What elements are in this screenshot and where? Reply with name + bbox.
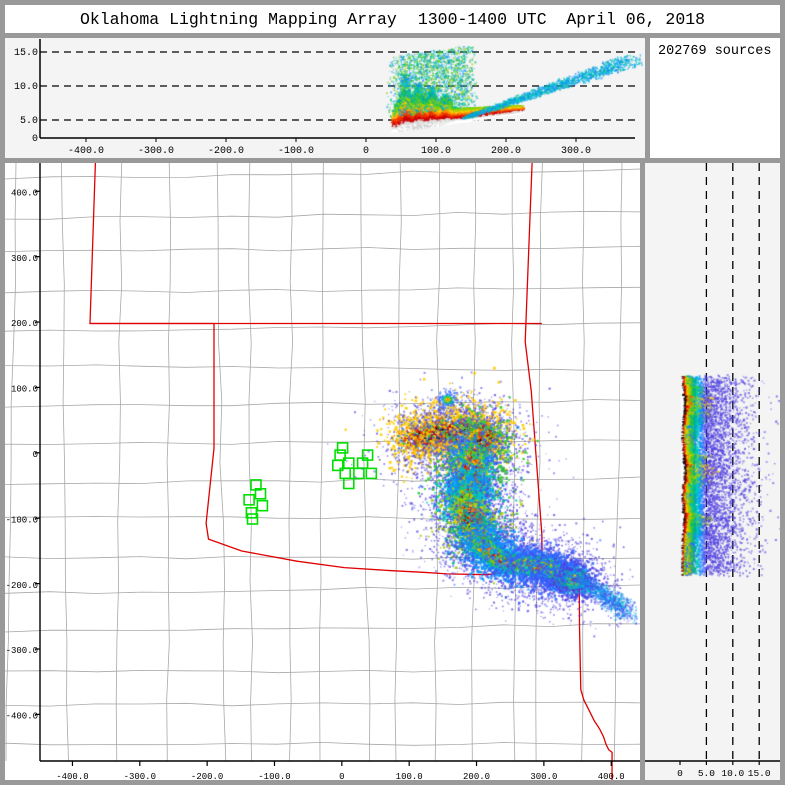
svg-text:10.0: 10.0 [721,768,744,779]
svg-text:-100.0: -100.0 [258,772,290,780]
svg-text:-400.0: -400.0 [6,712,38,722]
svg-text:300.0: 300.0 [561,146,591,157]
svg-text:200.0: 200.0 [11,319,38,329]
svg-text:15.0: 15.0 [748,768,771,779]
svg-text:100.0: 100.0 [396,772,423,780]
svg-text:300.0: 300.0 [11,254,38,264]
svg-text:300.0: 300.0 [530,772,557,780]
svg-text:-400.0: -400.0 [68,146,104,157]
svg-text:0: 0 [33,450,38,460]
svg-text:0: 0 [339,772,344,780]
svg-text:-300.0: -300.0 [138,146,174,157]
svg-text:-400.0: -400.0 [56,772,88,780]
svg-text:-100.0: -100.0 [6,515,38,525]
svg-text:-300.0: -300.0 [124,772,156,780]
svg-text:-300.0: -300.0 [6,646,38,656]
svg-text:5.0: 5.0 [698,768,715,779]
svg-text:-200.0: -200.0 [208,146,244,157]
svg-text:-100.0: -100.0 [278,146,314,157]
svg-text:400.0: 400.0 [598,772,625,780]
svg-text:0: 0 [363,146,369,157]
svg-text:-200.0: -200.0 [191,772,223,780]
svg-text:100.0: 100.0 [421,146,451,157]
svg-text:0: 0 [677,768,683,779]
svg-text:200.0: 200.0 [491,146,521,157]
svg-text:200.0: 200.0 [463,772,490,780]
svg-text:100.0: 100.0 [11,385,38,395]
svg-text:400.0: 400.0 [11,188,38,198]
svg-text:-200.0: -200.0 [6,581,38,591]
